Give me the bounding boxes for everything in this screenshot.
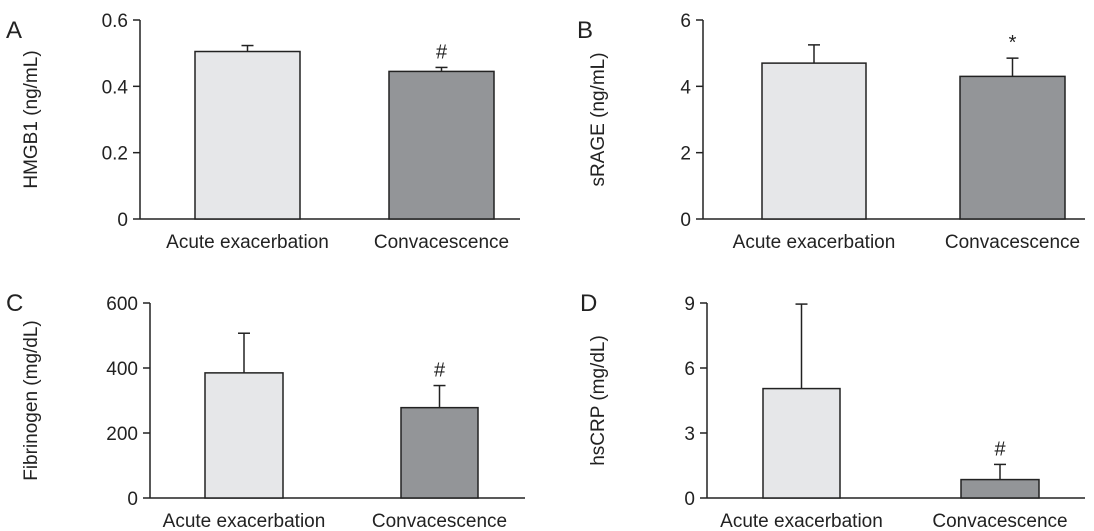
y-axis-label: sRAGE (ng/mL): [588, 52, 609, 186]
x-category-label: Convacescence: [372, 511, 507, 531]
y-tick-label: 0.2: [102, 144, 128, 165]
y-tick-label: 400: [106, 359, 138, 380]
bar: [400, 406, 479, 499]
y-axis-label: HMGB1 (ng/mL): [21, 50, 42, 188]
y-tick-label: 6: [680, 11, 691, 32]
y-tick-label: 4: [680, 77, 691, 98]
y-tick-label: 0.6: [102, 11, 128, 32]
x-category-label: Acute exacerbation: [166, 232, 329, 253]
x-category-label: Acute exacerbation: [733, 232, 896, 253]
y-tick-label: 6: [684, 359, 695, 380]
significance-marker: #: [436, 41, 448, 63]
x-category-label: Convacescence: [945, 232, 1080, 253]
y-tick-label: 0: [680, 210, 691, 231]
bar: [960, 478, 1040, 499]
y-tick-label: 0: [117, 210, 128, 231]
bar: [959, 75, 1066, 220]
y-tick-label: 3: [684, 424, 695, 445]
y-tick-label: 2: [680, 144, 691, 165]
y-tick-label: 0.4: [102, 77, 129, 98]
y-tick-label: 600: [106, 294, 138, 315]
panel-letter: D: [580, 290, 597, 317]
significance-marker: #: [994, 438, 1006, 460]
y-axis-label: hsCRP (mg/dL): [588, 335, 609, 466]
bar: [388, 70, 495, 220]
bar: [194, 50, 301, 220]
panel-letter: A: [6, 17, 22, 44]
x-category-label: Acute exacerbation: [163, 511, 326, 531]
bar: [761, 62, 867, 220]
x-category-label: Convacescence: [374, 232, 509, 253]
y-tick-label: 0: [127, 489, 138, 510]
bar: [762, 387, 841, 499]
significance-marker: #: [434, 360, 446, 382]
y-tick-label: 200: [106, 424, 138, 445]
x-category-label: Acute exacerbation: [720, 511, 883, 531]
y-tick-label: 9: [684, 294, 695, 315]
y-axis-label: Fibrinogen (mg/dL): [21, 320, 42, 481]
y-tick-label: 0: [684, 489, 695, 510]
panel-letter: C: [6, 290, 23, 317]
panel-letter: B: [577, 17, 593, 44]
significance-marker: *: [1009, 32, 1017, 54]
x-category-label: Convacescence: [932, 511, 1067, 531]
bar: [204, 372, 284, 499]
